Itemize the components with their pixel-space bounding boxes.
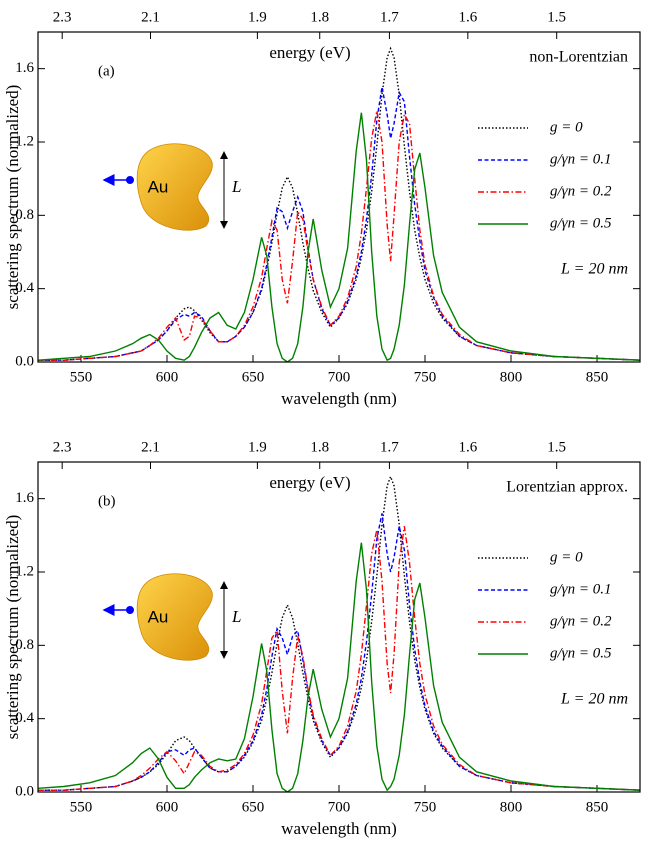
x2-tick-label: 1.7: [380, 439, 399, 455]
series-line: [38, 86, 640, 361]
y-tick-label: 0.8: [15, 637, 34, 653]
chart-panel: 0.0 0.4 0.8 1.2 1.6 550 600 650 700 750 800 850 2.3 2…: [3, 439, 641, 838]
emitter: [126, 176, 134, 184]
plot-frame: [37, 461, 641, 793]
panel-label: (a): [98, 63, 115, 79]
x-tick-label: 700: [328, 369, 351, 385]
emitter: [126, 606, 134, 614]
panel-note: Lorentzian approx.: [506, 479, 628, 496]
x-tick-label: 550: [70, 369, 93, 385]
x-tick-label: 850: [586, 799, 609, 815]
nanoparticle: [136, 143, 213, 231]
x-tick-label: 650: [242, 799, 265, 815]
legend-label: g/γn = 0.2: [550, 613, 612, 629]
series-line: [38, 513, 640, 791]
x2-tick-label: 2.1: [141, 439, 160, 455]
series-line: [38, 526, 640, 791]
x-tick-label: 650: [242, 369, 265, 385]
series-line: [38, 542, 640, 792]
x-tick-label: 750: [414, 369, 437, 385]
nanoparticle: [136, 573, 213, 661]
y-tick-label: 0.4: [15, 280, 34, 296]
length-note: L = 20 nm: [560, 691, 628, 708]
y-tick-label: 1.2: [15, 133, 34, 149]
x2-axis-label: energy (eV): [269, 473, 350, 492]
length-note: L = 20 nm: [560, 261, 628, 278]
y-tick-label: 0.0: [15, 353, 34, 369]
x2-tick-label: 1.8: [310, 439, 329, 455]
y-tick-label: 0.8: [15, 207, 34, 223]
x2-tick-label: 1.8: [310, 9, 329, 25]
plot-frame: [37, 31, 641, 363]
legend-label: g/γn = 0.2: [550, 183, 612, 199]
panel-note: non-Lorentzian: [529, 49, 628, 66]
x2-tick-label: 1.6: [458, 439, 477, 455]
x2-tick-label: 2.1: [141, 9, 160, 25]
legend-label: g/γn = 0.1: [550, 151, 611, 167]
x2-axis-label: energy (eV): [269, 43, 350, 62]
panel-label: (b): [98, 493, 116, 509]
chart-panel: 0.0 0.4 0.8 1.2 1.6 550 600 650 700 750 800 850 2.3 2…: [3, 9, 641, 408]
x-tick-label: 800: [500, 369, 523, 385]
x-tick-label: 700: [328, 799, 351, 815]
legend-label: g = 0: [550, 549, 583, 565]
x2-tick-label: 1.6: [458, 9, 477, 25]
inset-length: L: [231, 177, 241, 196]
series-line: [38, 46, 640, 361]
x2-tick-label: 2.3: [53, 439, 72, 455]
inset-length: L: [231, 607, 241, 626]
x2-tick-label: 1.5: [547, 9, 566, 25]
legend-label: g/γn = 0.1: [550, 581, 611, 597]
legend-label: g/γn = 0.5: [550, 215, 612, 231]
x2-tick-label: 1.9: [248, 439, 267, 455]
y-tick-label: 0.0: [15, 783, 34, 799]
x-tick-label: 550: [70, 799, 93, 815]
x-tick-label: 800: [500, 799, 523, 815]
legend-label: g/γn = 0.5: [550, 645, 612, 661]
x2-tick-label: 1.5: [547, 439, 566, 455]
y-tick-label: 1.6: [15, 60, 34, 76]
y-axis-label: scattering spectrum (normalized): [3, 515, 22, 740]
inset-material: Au: [148, 607, 169, 626]
x2-tick-label: 1.9: [248, 9, 267, 25]
x-tick-label: 600: [156, 369, 179, 385]
y-axis-label: scattering spectrum (normalized): [3, 85, 22, 310]
series-line: [38, 112, 640, 362]
series-line: [38, 474, 640, 791]
series-line: [38, 110, 640, 361]
y-tick-label: 0.4: [15, 710, 34, 726]
inset: Au L: [102, 143, 241, 231]
x2-tick-label: 2.3: [53, 9, 72, 25]
y-tick-label: 1.6: [15, 490, 34, 506]
inset-material: Au: [148, 177, 169, 196]
x2-tick-label: 1.7: [380, 9, 399, 25]
legend-label: g = 0: [550, 119, 583, 135]
x-axis-label: wavelength (nm): [281, 819, 397, 838]
x-tick-label: 600: [156, 799, 179, 815]
x-tick-label: 750: [414, 799, 437, 815]
x-axis-label: wavelength (nm): [281, 389, 397, 408]
y-tick-label: 1.2: [15, 563, 34, 579]
x-tick-label: 850: [586, 369, 609, 385]
inset: Au L: [102, 573, 241, 661]
